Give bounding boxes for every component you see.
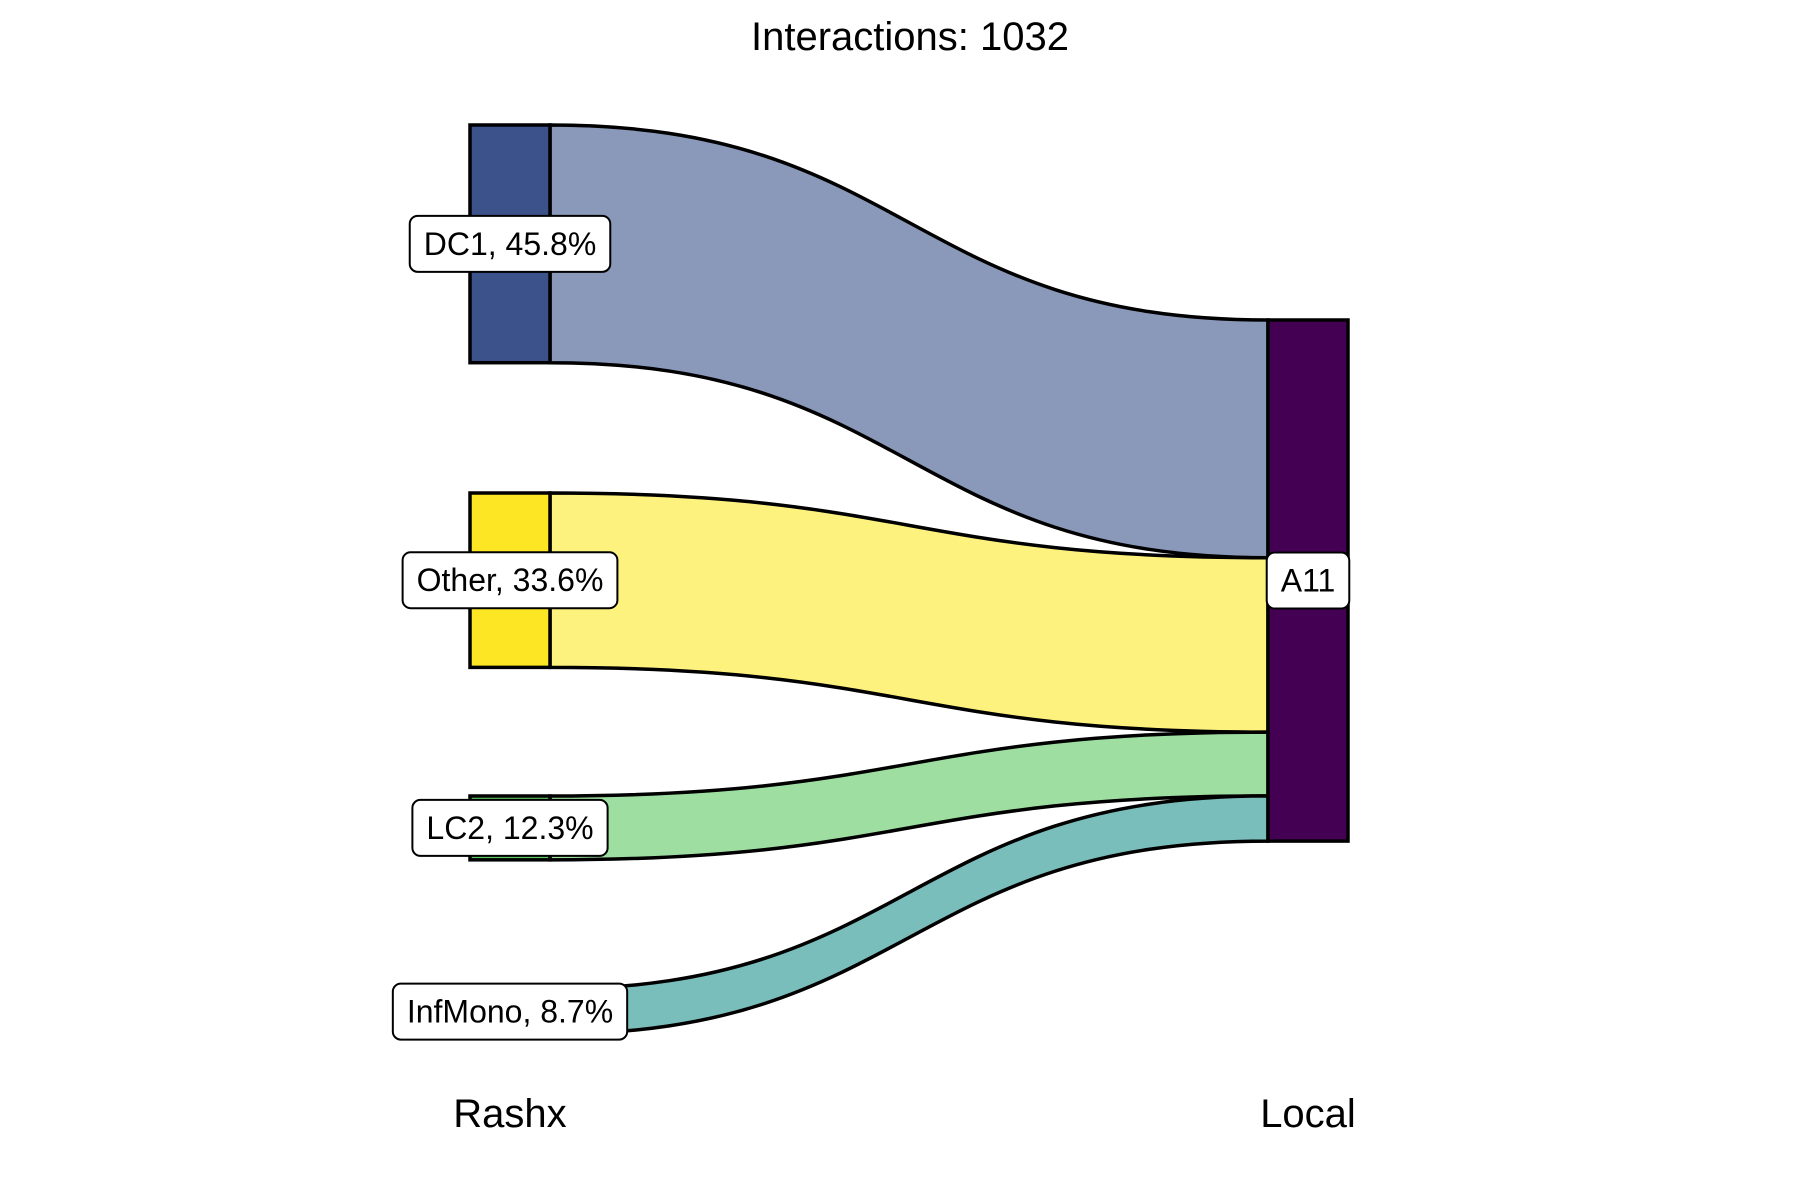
label-dc1-text: DC1, 45.8%: [424, 226, 597, 262]
label-other-box: [401, 551, 619, 610]
flow-dc1-to-a11: [548, 123, 1270, 560]
label-a11-text: A11: [1281, 563, 1336, 599]
label-other-text: Other, 33.6%: [417, 562, 604, 598]
flows-layer: [548, 123, 1270, 1036]
label-lc2-text: LC2, 12.3%: [426, 810, 593, 846]
label-lc2-box: [411, 798, 609, 857]
label-infmono-box: [391, 982, 629, 1041]
axis-label-local: Local: [1260, 1092, 1356, 1136]
label-infmono-text: InfMono, 8.7%: [407, 994, 613, 1030]
axis-label-rashx: Rashx: [453, 1092, 566, 1136]
label-lc2: LC2, 12.3%: [411, 798, 609, 857]
label-dc1-box: [408, 214, 612, 273]
labels-layer: DC1, 45.8% Other, 33.6% LC2, 12.3% InfMono,…: [391, 214, 1351, 1041]
label-other: Other, 33.6%: [401, 551, 619, 610]
label-a11: A11: [1265, 551, 1351, 610]
label-a11-box: [1265, 551, 1351, 610]
label-infmono: InfMono, 8.7%: [391, 982, 629, 1041]
chart-title: Interactions: 1032: [751, 15, 1069, 59]
label-dc1: DC1, 45.8%: [408, 214, 612, 273]
